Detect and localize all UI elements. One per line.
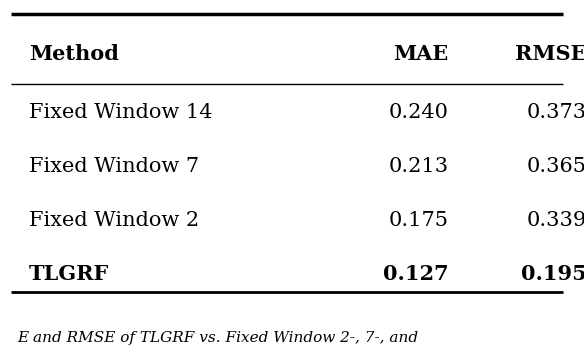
Text: 0.175: 0.175 bbox=[388, 211, 449, 230]
Text: TLGRF: TLGRF bbox=[29, 264, 109, 284]
Text: Fixed Window 7: Fixed Window 7 bbox=[29, 157, 199, 176]
Text: 0.339: 0.339 bbox=[526, 211, 584, 230]
Text: RMSE: RMSE bbox=[515, 44, 584, 64]
Text: Fixed Window 14: Fixed Window 14 bbox=[29, 103, 212, 122]
Text: 0.373: 0.373 bbox=[526, 103, 584, 122]
Text: 0.195: 0.195 bbox=[521, 264, 584, 284]
Text: E and RMSE of TLGRF vs. Fixed Window 2-, 7-, and: E and RMSE of TLGRF vs. Fixed Window 2-,… bbox=[18, 331, 418, 345]
Text: 0.213: 0.213 bbox=[388, 157, 449, 176]
Text: Method: Method bbox=[29, 44, 119, 64]
Text: 0.365: 0.365 bbox=[526, 157, 584, 176]
Text: MAE: MAE bbox=[393, 44, 449, 64]
Text: Fixed Window 2: Fixed Window 2 bbox=[29, 211, 199, 230]
Text: 0.240: 0.240 bbox=[388, 103, 449, 122]
Text: 0.127: 0.127 bbox=[383, 264, 449, 284]
